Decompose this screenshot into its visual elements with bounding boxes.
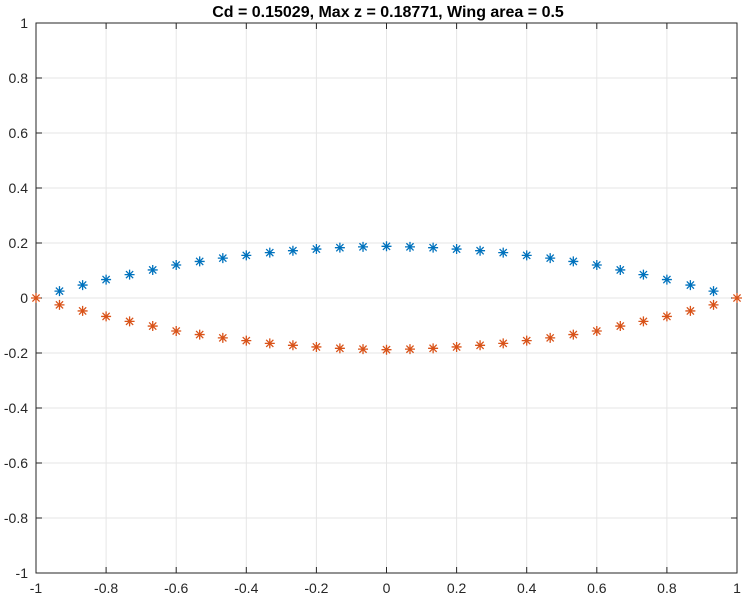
x-tick-label: -0.8: [94, 580, 118, 596]
data-point: [521, 335, 532, 346]
grid-lines: [35, 22, 738, 574]
x-tick-label: 1: [733, 580, 741, 596]
data-point: [241, 250, 252, 261]
data-point: [101, 274, 112, 285]
data-point: [591, 260, 602, 270]
chart-title: Cd = 0.15029, Max z = 0.18771, Wing area…: [212, 4, 564, 21]
series-1: [54, 241, 719, 297]
data-point: [615, 321, 626, 332]
data-point: [381, 241, 392, 252]
x-tick-label: -0.4: [234, 580, 258, 596]
data-point: [451, 341, 462, 352]
x-tick-label: -0.6: [164, 580, 188, 596]
x-tick-label: -1: [30, 580, 43, 596]
data-point: [217, 332, 228, 343]
data-point: [568, 256, 579, 267]
data-point: [194, 329, 205, 340]
data-point: [521, 250, 532, 261]
data-point: [475, 245, 486, 256]
data-point: [147, 321, 158, 332]
data-point: [545, 332, 556, 343]
data-point: [381, 344, 392, 355]
data-point: [404, 241, 415, 252]
data-point: [498, 247, 509, 258]
data-point: [77, 280, 88, 291]
data-point: [685, 280, 696, 291]
data-point: [311, 341, 322, 352]
y-tick-label: -0.2: [4, 345, 28, 361]
y-tick-label: -0.8: [4, 510, 28, 526]
data-point: [428, 343, 439, 354]
data-point: [404, 344, 415, 355]
data-point: [358, 241, 369, 252]
y-tick-label: 0.2: [9, 235, 29, 251]
data-point: [708, 286, 719, 297]
data-point: [194, 256, 205, 267]
data-point: [287, 245, 298, 256]
y-tick-label: -0.4: [4, 400, 28, 416]
data-point: [171, 326, 182, 336]
data-point: [171, 260, 182, 270]
data-point: [311, 244, 322, 255]
data-point: [124, 316, 135, 327]
data-point: [264, 338, 275, 349]
y-tick-label: 0.8: [9, 70, 29, 86]
data-point: [101, 311, 112, 322]
data-point: [31, 293, 41, 303]
data-point: [54, 286, 65, 297]
data-point: [264, 247, 275, 258]
data-point: [591, 326, 602, 336]
axis-ticks: [35, 22, 738, 574]
data-point: [661, 274, 672, 285]
data-point: [241, 335, 252, 346]
x-tick-label: -0.2: [304, 580, 328, 596]
data-point: [661, 311, 672, 322]
data-point: [54, 299, 65, 310]
data-point: [732, 293, 742, 303]
data-series: [31, 241, 742, 355]
y-tick-label: 0.4: [9, 180, 29, 196]
y-tick-label: -0.6: [4, 455, 28, 471]
data-point: [124, 269, 135, 280]
data-point: [568, 329, 579, 340]
data-point: [498, 338, 509, 349]
data-point: [685, 305, 696, 316]
data-point: [287, 340, 298, 351]
y-tick-label: -1: [16, 565, 29, 581]
y-tick-label: 0.6: [9, 125, 29, 141]
data-point: [708, 299, 719, 310]
data-point: [475, 340, 486, 351]
data-point: [451, 244, 462, 255]
data-point: [428, 242, 439, 253]
data-point: [217, 253, 228, 264]
y-tick-label: 1: [20, 15, 28, 31]
data-point: [77, 305, 88, 316]
data-point: [615, 264, 626, 275]
y-tick-label: 0: [20, 290, 28, 306]
data-point: [545, 253, 556, 264]
tick-labels: -1 -0.8 -0.6 -0.4 -0.2 0 0.2 0.4 0.6 0.8 1 -1 -0.8 -0…: [4, 15, 741, 596]
x-tick-label: 0.2: [447, 580, 467, 596]
x-tick-label: 0: [383, 580, 391, 596]
data-point: [147, 264, 158, 275]
data-point: [334, 242, 345, 253]
data-point: [334, 343, 345, 354]
x-tick-label: 0.4: [517, 580, 537, 596]
series-2: [31, 293, 742, 355]
data-point: [638, 316, 649, 327]
data-point: [638, 269, 649, 280]
x-tick-label: 0.8: [657, 580, 677, 596]
x-tick-label: 0.6: [587, 580, 607, 596]
data-point: [358, 344, 369, 355]
